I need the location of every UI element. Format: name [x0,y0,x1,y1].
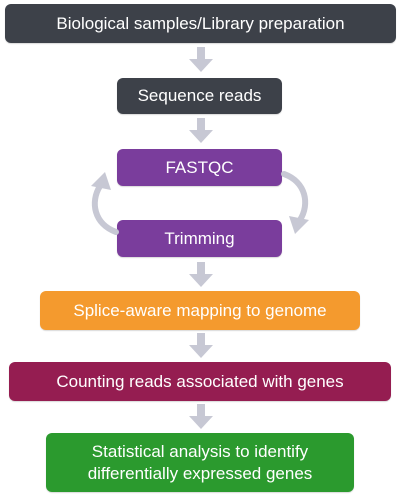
step-sequence-reads: Sequence reads [117,78,282,114]
step-trimming: Trimming [117,220,282,257]
step-splice-aware-mapping: Splice-aware mapping to genome [40,291,360,330]
down-arrow-icon [189,333,213,358]
step-fastqc: FASTQC [117,149,282,186]
down-arrow-icon [189,404,213,429]
loop-arrow-right-icon [281,171,309,234]
step-library-preparation: Biological samples/Library preparation [5,4,396,43]
down-arrow-icon [189,47,213,72]
step-counting-reads: Counting reads associated with genes [9,362,391,401]
down-arrow-icon [189,118,213,143]
step-statistical-analysis: Statistical analysis to identify differe… [46,433,354,492]
down-arrow-icon [189,262,213,287]
loop-arrow-left-icon [91,172,119,235]
